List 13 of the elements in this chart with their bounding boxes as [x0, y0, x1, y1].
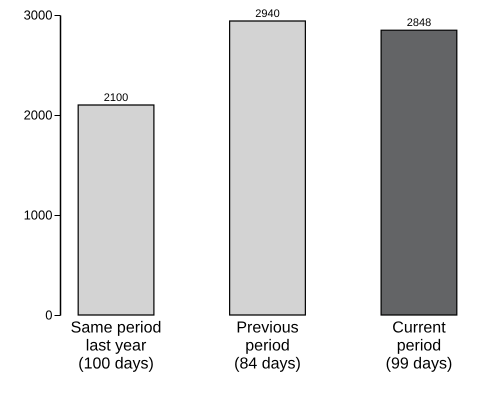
data-label: 2100 — [104, 92, 128, 104]
bar — [229, 20, 306, 316]
data-label: 2940 — [255, 8, 280, 20]
bar — [78, 104, 155, 316]
y-tick-label: 0 — [45, 308, 52, 322]
x-tick-label: Same period last year (100 days) — [70, 320, 162, 372]
y-tick-label: 2000 — [24, 108, 52, 122]
bar — [380, 30, 458, 316]
data-label: 2848 — [406, 17, 432, 30]
y-tick-label: 1000 — [24, 208, 52, 222]
y-tick-label: 3000 — [24, 8, 52, 22]
x-tick-label: Previous period (84 days) — [234, 320, 301, 372]
x-tick-label: Current period (99 days) — [386, 320, 452, 372]
